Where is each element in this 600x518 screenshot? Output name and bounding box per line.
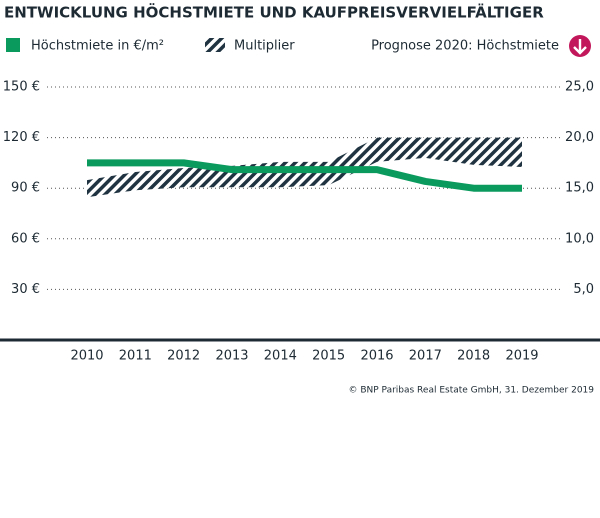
source: © BNP Paribas Real Estate GmbH, 31. Deze… [348,386,594,396]
y-tick-label: 120 € [3,130,40,145]
x-tick-label: 2012 [167,349,200,364]
legend-label: Höchstmiete in €/m² [31,39,164,54]
forecast-label: Prognose 2020: Höchstmiete [371,39,559,54]
y2-tick-label: 10,0 [565,231,594,246]
x-tick-label: 2016 [360,349,393,364]
x-tick-label: 2019 [505,349,538,364]
x-tick-label: 2018 [457,349,490,364]
y-tick-label: 150 € [3,80,40,95]
y2-tick-label: 25,0 [565,80,594,95]
x-tick-label: 2014 [264,349,297,364]
y-tick-label: 30 € [11,282,40,297]
y-tick-label: 90 € [11,181,40,196]
y-tick-label: 60 € [11,231,40,246]
x-tick-label: 2017 [409,349,442,364]
y2-tick-label: 15,0 [565,181,594,196]
x-tick-label: 2011 [119,349,152,364]
rent-line [87,159,522,192]
x-tick-label: 2013 [215,349,248,364]
legend-swatch [205,38,225,52]
legend-label: Multiplier [234,39,295,54]
legend-swatch [6,38,20,52]
y2-tick-label: 20,0 [565,130,594,145]
forecast-icon [569,35,591,57]
x-tick-label: 2015 [312,349,345,364]
y2-tick-label: 5,0 [573,282,594,297]
x-tick-label: 2010 [70,349,103,364]
chart-title: ENTWICKLUNG HÖCHSTMIETE UND KAUFPREISVER… [4,3,544,22]
